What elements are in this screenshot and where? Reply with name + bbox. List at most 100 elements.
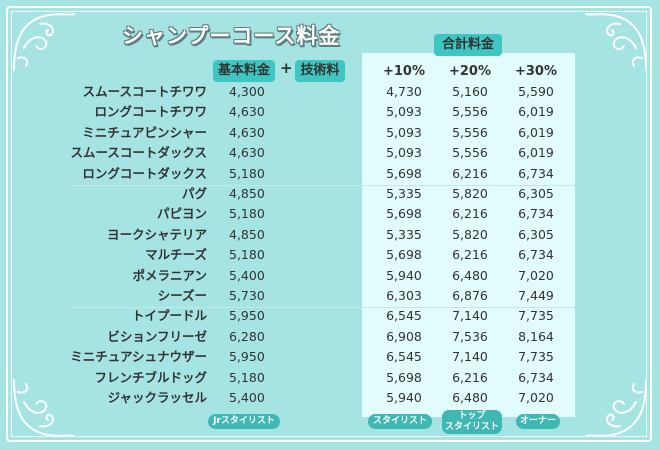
breed-name: フレンチブルドッグ xyxy=(94,369,207,385)
jr-stylist-tag: Jrスタイリスト xyxy=(208,414,280,429)
price-plus-20: 6,216 xyxy=(452,247,488,263)
stylist-tag: スタイリスト xyxy=(368,414,432,429)
top-stylist-line2: スタイリスト xyxy=(444,422,499,432)
price-plus-30: 7,449 xyxy=(518,288,554,303)
top-stylist-line1: トップ xyxy=(458,411,486,421)
owner-tag: オーナー xyxy=(516,414,560,429)
base-price: 4,850 xyxy=(229,186,265,201)
price-plus-20: 7,140 xyxy=(452,349,488,365)
price-plus-30: 7,735 xyxy=(518,349,554,365)
breed-name: ポメラニアン xyxy=(132,267,207,283)
base-price: 4,630 xyxy=(229,104,265,120)
base-price: 5,180 xyxy=(229,165,265,181)
price-plus-10: 4,730 xyxy=(386,84,422,99)
price-plus-30: 6,734 xyxy=(518,247,554,263)
price-plus-30: 7,020 xyxy=(518,267,554,283)
header-plus-30: +30% xyxy=(514,64,557,79)
breed-name: ビションフリーゼ xyxy=(107,328,207,344)
corner-ornament-top-left-icon xyxy=(13,13,75,71)
price-plus-30: 6,734 xyxy=(518,369,554,385)
base-price: 5,180 xyxy=(229,247,265,263)
corner-ornament-top-right-icon xyxy=(585,13,647,71)
table-row: ヨークシャテリア 4,850 5,335 5,820 6,305 xyxy=(0,225,660,245)
price-plus-30: 6,019 xyxy=(518,124,554,140)
top-stylist-tag: トップ スタイリスト xyxy=(442,410,502,434)
base-price: 5,180 xyxy=(229,206,265,222)
base-price: 5,950 xyxy=(229,308,265,324)
breed-name: ロングコートチワワ xyxy=(94,104,207,120)
table-row: ロングコートチワワ 4,630 5,093 5,556 6,019 xyxy=(0,102,660,122)
price-plus-10: 6,908 xyxy=(386,328,422,344)
price-plus-30: 5,590 xyxy=(518,84,554,99)
price-plus-10: 5,698 xyxy=(386,206,422,222)
price-plus-10: 5,093 xyxy=(386,124,422,140)
table-row: ビションフリーゼ 6,280 6,908 7,536 8,164 xyxy=(0,327,660,347)
outer-frame xyxy=(6,6,652,442)
table-row: ミニチュアシュナウザー 5,950 6,545 7,140 7,735 xyxy=(0,347,660,367)
group-divider xyxy=(70,307,575,308)
price-plus-20: 7,536 xyxy=(452,328,488,344)
base-price: 4,630 xyxy=(229,145,265,161)
group-divider xyxy=(70,185,575,186)
breed-name: トイプードル xyxy=(131,308,207,324)
base-price-label: 基本料金 xyxy=(213,60,275,82)
tech-fee-label: 技術料 xyxy=(295,60,345,82)
breed-name: パグ xyxy=(181,186,207,201)
base-price: 4,630 xyxy=(229,124,265,140)
breed-name: スムースコートチワワ xyxy=(82,84,207,99)
breed-name: ロングコートダックス xyxy=(82,165,207,181)
breed-name: シーズー xyxy=(157,288,207,303)
inner-frame xyxy=(11,11,647,437)
base-price: 6,280 xyxy=(229,328,265,344)
total-price-label: 合計料金 xyxy=(434,34,502,56)
base-price: 4,300 xyxy=(229,84,265,99)
price-plus-20: 6,480 xyxy=(452,390,488,405)
price-plus-10: 5,698 xyxy=(386,165,422,181)
price-plus-10: 5,940 xyxy=(386,390,422,405)
table-row: ミニチュアピンシャー 4,630 5,093 5,556 6,019 xyxy=(0,123,660,143)
table-row: ジャックラッセル 5,400 5,940 6,480 7,020 xyxy=(0,388,660,408)
corner-ornament-bottom-right-icon xyxy=(585,379,647,437)
base-price: 5,180 xyxy=(229,369,265,385)
price-plus-10: 5,335 xyxy=(386,186,422,201)
price-plus-10: 6,303 xyxy=(386,288,422,303)
price-plus-20: 6,876 xyxy=(452,288,488,303)
price-plus-30: 7,735 xyxy=(518,308,554,324)
price-plus-20: 5,556 xyxy=(452,124,488,140)
table-row: パグ 4,850 5,335 5,820 6,305 xyxy=(0,184,660,204)
header-plus-10: +10% xyxy=(382,64,425,79)
price-plus-30: 6,019 xyxy=(518,145,554,161)
price-plus-30: 7,020 xyxy=(518,390,554,405)
base-price: 5,950 xyxy=(229,349,265,365)
price-plus-20: 5,556 xyxy=(452,145,488,161)
price-plus-10: 5,093 xyxy=(386,145,422,161)
page-title: シャンプーコース料金 xyxy=(122,24,341,48)
base-price: 5,400 xyxy=(229,390,265,405)
price-plus-20: 5,820 xyxy=(452,226,488,242)
price-plus-30: 6,305 xyxy=(518,186,554,201)
breed-name: マルチーズ xyxy=(145,247,207,263)
price-plus-20: 5,820 xyxy=(452,186,488,201)
table-row: スムースコートチワワ 4,300 4,730 5,160 5,590 xyxy=(0,82,660,102)
table-row: フレンチブルドッグ 5,180 5,698 6,216 6,734 xyxy=(0,368,660,388)
price-plus-20: 7,140 xyxy=(452,308,488,324)
price-plus-30: 6,734 xyxy=(518,165,554,181)
base-price: 5,400 xyxy=(229,267,265,283)
breed-name: パピヨン xyxy=(156,206,207,222)
breed-name: ヨークシャテリア xyxy=(106,226,207,242)
price-plus-20: 6,480 xyxy=(452,267,488,283)
breed-name: ミニチュアシュナウザー xyxy=(70,349,207,365)
price-plus-10: 6,545 xyxy=(386,308,422,324)
price-plus-30: 6,019 xyxy=(518,104,554,120)
breed-name: ジャックラッセル xyxy=(107,390,207,405)
total-price-panel xyxy=(362,53,575,417)
price-plus-10: 5,698 xyxy=(386,247,422,263)
base-price: 5,730 xyxy=(229,288,265,303)
table-row: スムースコートダックス 4,630 5,093 5,556 6,019 xyxy=(0,143,660,163)
breed-name: ミニチュアピンシャー xyxy=(82,124,207,140)
corner-ornament-bottom-left-icon xyxy=(13,379,75,437)
price-plus-20: 6,216 xyxy=(452,369,488,385)
table-row: トイプードル 5,950 6,545 7,140 7,735 xyxy=(0,306,660,326)
price-plus-20: 6,216 xyxy=(452,165,488,181)
plus-sign: + xyxy=(280,59,293,77)
